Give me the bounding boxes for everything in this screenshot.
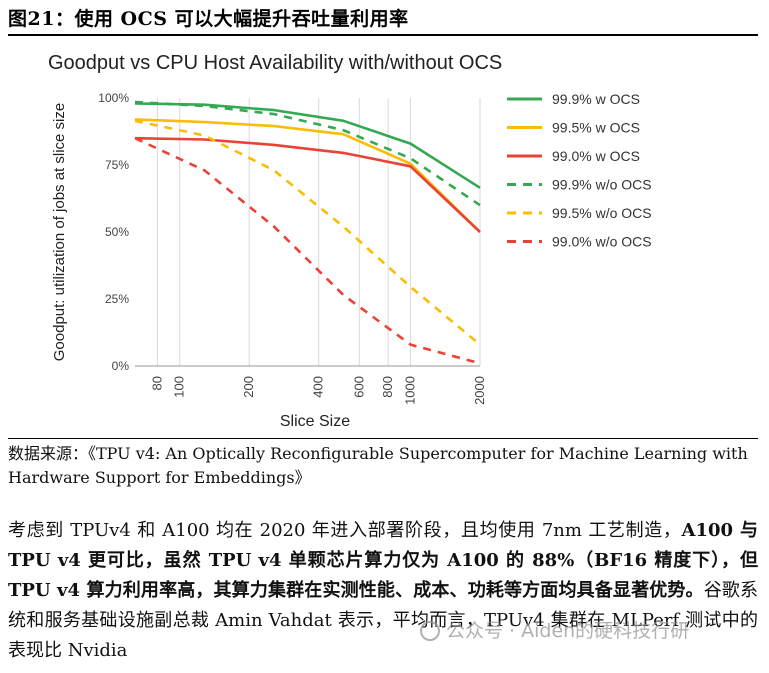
legend-label: 99.9% w/o OCS (552, 177, 652, 193)
body-paragraph: 考虑到 TPUv4 和 A100 均在 2020 年进入部署阶段，且均使用 7n… (8, 516, 758, 666)
body-text-end: 谷歌系统和服务基础设施副总裁 Amin Vahdat 表示，平均而言，TPUv4… (8, 580, 759, 661)
wechat-icon (420, 621, 440, 641)
series-line (134, 136, 481, 233)
x-tick-label: 200 (241, 376, 256, 398)
title-rule (8, 34, 758, 36)
y-tick-label: 0% (112, 359, 130, 373)
y-tick-label: 50% (105, 225, 129, 239)
legend-label: 99.0% w/o OCS (552, 234, 652, 250)
x-tick-label: 2000 (472, 376, 487, 405)
x-tick-label: 100 (172, 376, 187, 398)
x-tick-label: 1000 (403, 376, 418, 405)
chart-bottom-rule (8, 438, 758, 439)
body-text-bold: A100 与 TPU v4 更可比，虽然 TPU v4 单颗芯片算力仅为 A10… (8, 520, 758, 601)
x-tick-label: 80 (149, 376, 164, 390)
y-tick-label: 25% (105, 292, 129, 306)
goodput-chart: Goodput vs CPU Host Availability with/wi… (48, 52, 652, 430)
watermark: 公众号 · Aiden的硬科技行研 (420, 616, 689, 643)
watermark-text: 公众号 · Aiden的硬科技行研 (446, 620, 690, 642)
y-tick-label: 100% (98, 91, 129, 105)
series-line (134, 137, 481, 365)
x-tick-label: 400 (311, 376, 326, 398)
y-axis-label: Goodput: utilization of jobs at slice si… (51, 103, 68, 361)
legend-label: 99.9% w OCS (552, 91, 640, 107)
series-line (134, 102, 481, 189)
legend-label: 99.5% w OCS (552, 120, 640, 136)
chart-title: Goodput vs CPU Host Availability with/wi… (48, 52, 502, 74)
body-text-start: 考虑到 TPUv4 和 A100 均在 2020 年进入部署阶段，且均使用 7n… (8, 520, 682, 541)
source-note: 数据来源：《TPU v4: An Optically Reconfigurabl… (8, 444, 748, 487)
series-line (134, 118, 481, 233)
x-axis-label: Slice Size (280, 413, 350, 430)
legend-label: 99.0% w OCS (552, 148, 640, 164)
y-tick-label: 75% (105, 158, 129, 172)
x-tick-label: 600 (351, 376, 366, 398)
x-tick-label: 800 (380, 376, 395, 398)
figure-title: 图21：使用 OCS 可以大幅提升吞吐量利用率 (8, 8, 409, 30)
legend-label: 99.5% w/o OCS (552, 205, 652, 221)
